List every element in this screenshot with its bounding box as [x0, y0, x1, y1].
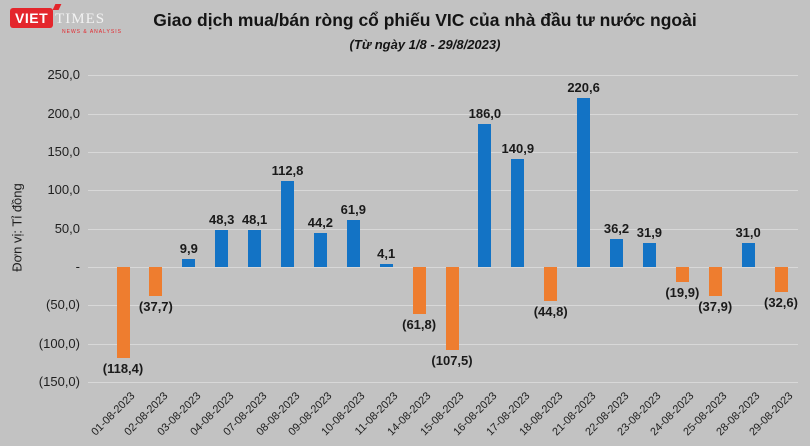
bar [675, 267, 689, 283]
bar-value-label: (44,8) [533, 304, 568, 320]
bar-value-label: 112,8 [271, 162, 304, 178]
bar-value-label: (37,7) [138, 298, 173, 314]
y-tick-label: (150,0) [38, 374, 80, 390]
bar-value-label: 4,1 [377, 245, 396, 261]
bar [577, 97, 591, 267]
bar [313, 233, 327, 267]
y-tick-label: 100,0 [47, 182, 80, 198]
bar [511, 158, 525, 267]
bar [412, 267, 426, 315]
bar [478, 124, 492, 267]
chart-title: Giao dịch mua/bán ròng cổ phiếu VIC của … [153, 10, 697, 30]
bar-value-label: (118,4) [102, 360, 144, 376]
bar [445, 267, 459, 350]
bar-value-label: 9,9 [179, 241, 198, 257]
gridline [88, 305, 798, 307]
y-tick-label: 150,0 [47, 143, 80, 159]
bar-value-label: (61,8) [402, 317, 437, 333]
bar [642, 242, 656, 267]
bar [741, 243, 755, 267]
viettimes-logo: VIET TIMES NEWS & ANALYSIS [10, 4, 122, 35]
gridline [88, 382, 798, 384]
bar [182, 259, 196, 267]
logo-viet-text: VIET [10, 8, 54, 28]
bar-value-label: 220,6 [567, 79, 600, 95]
bar-value-label: (19,9) [665, 285, 700, 301]
bar-value-label: 44,2 [307, 215, 334, 231]
y-tick-label: 50,0 [54, 220, 80, 236]
bar-value-label: (37,9) [698, 299, 733, 315]
chart-subtitle: (Từ ngày 1/8 - 29/8/2023) [349, 37, 501, 52]
gridline [88, 113, 798, 115]
bar-value-label: (32,6) [764, 295, 798, 310]
y-tick-label: 200,0 [47, 105, 80, 121]
bar [116, 267, 130, 358]
gridline [88, 190, 798, 192]
y-tick-label: 250,0 [47, 67, 80, 83]
bar-value-label: (107,5) [431, 352, 473, 368]
logo-tagline: NEWS & ANALYSIS [62, 29, 122, 35]
bar [544, 267, 558, 302]
bar-value-label: 48,1 [241, 212, 268, 228]
bar [610, 239, 623, 267]
logo-row: VIET TIMES [10, 4, 110, 28]
gridline [88, 151, 798, 153]
bar-value-label: 36,2 [603, 221, 630, 237]
gridline [88, 228, 798, 230]
bar [708, 267, 722, 297]
bar-value-label: 61,9 [340, 201, 366, 217]
bar [149, 267, 163, 296]
bar [379, 263, 393, 267]
logo-times-text: TIMES [55, 11, 106, 27]
gridline [88, 75, 798, 77]
bar [215, 230, 229, 267]
bar-value-label: 31,9 [636, 224, 663, 240]
gridline [88, 343, 798, 345]
bar-value-label: 31,0 [735, 225, 761, 241]
y-tick-label: (50,0) [46, 297, 80, 313]
bar-value-label: 186,0 [468, 106, 502, 122]
bar [248, 230, 262, 267]
gridline [88, 267, 798, 268]
bar-value-label: 140,9 [501, 140, 535, 156]
bar [346, 219, 360, 267]
bar [774, 267, 788, 292]
bar-value-label: 48,3 [209, 212, 235, 227]
y-tick-label: (100,0) [38, 335, 80, 351]
y-tick-label: - [75, 259, 80, 274]
bar [281, 180, 294, 267]
